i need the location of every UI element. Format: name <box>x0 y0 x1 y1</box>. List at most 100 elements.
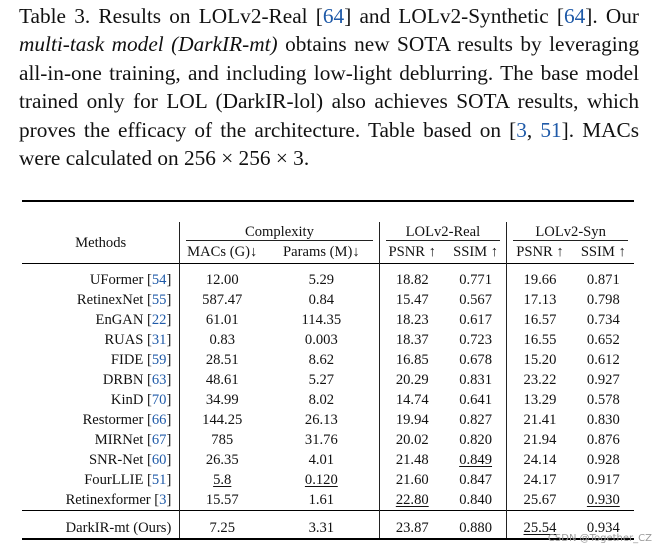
citation-link[interactable]: 63 <box>151 372 167 388</box>
psnr-syn-cell: 13.29 <box>506 390 573 410</box>
psnr-syn-cell: 15.20 <box>506 350 573 370</box>
params-cell: 114.35 <box>301 312 342 328</box>
caption-emphasis: multi-task model (DarkIR-mt) <box>19 32 278 57</box>
caption-text: obtains new SOTA results by leveraging a… <box>19 32 639 142</box>
ssim-syn-cell: 0.798 <box>586 292 620 308</box>
method-name: RUAS [31] <box>22 330 180 350</box>
ssim-syn-cell: 0.612 <box>586 352 620 368</box>
psnr-real-cell: 22.80 <box>378 490 445 511</box>
citation-link[interactable]: 70 <box>151 392 167 408</box>
citation-link[interactable]: 3 <box>159 492 167 508</box>
method-name: UFormer [54] <box>22 270 180 290</box>
method-label: SNR-Net [ <box>89 452 152 468</box>
params-cell: 8.02 <box>308 392 335 408</box>
table-row: RetinexNet [55] 587.47 0.84 15.47 0.567 17.13… <box>22 290 634 310</box>
citation-link[interactable]: 54 <box>151 272 167 288</box>
psnr-real-cell: 16.85 <box>378 350 445 370</box>
ssim-real-cell: 0.723 <box>459 332 493 348</box>
citation-link[interactable]: 64 <box>563 4 586 28</box>
psnr-real-cell: 18.82 <box>378 270 445 290</box>
psnr-syn-cell: 16.55 <box>506 330 573 350</box>
method-label: ] <box>166 392 172 408</box>
params-cell: 31.76 <box>304 432 338 448</box>
citation-link[interactable]: 60 <box>151 452 167 468</box>
ssim-real-cell: 0.820 <box>459 432 493 448</box>
psnr-real-cell: 21.60 <box>378 470 445 490</box>
citation-link[interactable]: 51 <box>151 472 167 488</box>
psnr-real-cell: 20.02 <box>378 430 445 450</box>
ssim-syn-header: SSIM ↑ <box>580 244 626 260</box>
method-label: Restormer [ <box>82 412 152 428</box>
params-cell: 5.27 <box>308 372 335 388</box>
ssim-real-cell: 0.641 <box>459 392 493 408</box>
macs-cell: 48.61 <box>179 370 265 390</box>
psnr-syn-cell: 16.57 <box>506 310 573 330</box>
psnr-real-cell: 21.48 <box>378 450 445 470</box>
caption-text: Table 3. Results on LOLv2-Real [ <box>19 4 323 28</box>
params-cell: 1.61 <box>308 492 335 508</box>
method-label: ] <box>166 292 172 308</box>
method-label: MIRNet [ <box>94 432 152 448</box>
ssim-real-cell: 0.847 <box>459 472 493 488</box>
method-name: FIDE [59] <box>22 350 180 370</box>
params-cell: 0.003 <box>304 332 338 348</box>
ssim-syn-cell: 0.578 <box>586 392 620 408</box>
citation-link[interactable]: 64 <box>322 4 345 28</box>
macs-cell: 7.25 <box>179 517 265 539</box>
params-header: Params (M)↓ <box>283 244 360 260</box>
macs-cell: 26.35 <box>179 450 265 470</box>
table-row: FourLLIE [51] 5.8 0.120 21.60 0.847 24.17 0.91… <box>22 470 634 490</box>
params-cell: 4.01 <box>308 452 335 468</box>
table-row: KinD [70] 34.99 8.02 14.74 0.641 13.29 0.578 <box>22 390 634 410</box>
ssim-real-cell: 0.840 <box>459 492 493 508</box>
method-name: KinD [70] <box>22 390 180 410</box>
citation-link[interactable]: 31 <box>151 332 167 348</box>
table-row: Restormer [66] 144.25 26.13 19.94 0.827 21.41… <box>22 410 634 430</box>
citation-link[interactable]: 55 <box>151 292 167 308</box>
table-row-ours: DarkIR-mt (Ours) 7.25 3.31 23.87 0.880 2… <box>22 517 634 539</box>
citation-link[interactable]: 59 <box>151 352 167 368</box>
psnr-real-header: PSNR ↑ <box>378 242 445 264</box>
ssim-real-cell: 0.849 <box>459 452 493 468</box>
macs-cell: 34.99 <box>179 390 265 410</box>
watermark: CSDN @Together_CZ <box>547 533 652 544</box>
macs-cell: 28.51 <box>179 350 265 370</box>
params-cell: 26.13 <box>304 412 338 428</box>
method-label: ] <box>166 432 172 448</box>
citation-link[interactable]: 51 <box>540 117 562 142</box>
ssim-syn-cell: 0.876 <box>586 432 620 448</box>
citation-link[interactable]: 66 <box>151 412 167 428</box>
citation-link[interactable]: 22 <box>151 312 167 328</box>
ssim-syn-cell: 0.871 <box>586 272 620 288</box>
method-label: FIDE [ <box>110 352 152 368</box>
method-label: ] <box>166 412 172 428</box>
params-cell: 8.62 <box>308 352 335 368</box>
ssim-real-cell: 0.827 <box>459 412 493 428</box>
methods-header: Methods <box>75 234 127 251</box>
group-label: LOLv2-Syn <box>535 224 606 240</box>
table-caption: Table 3. Results on LOLv2-Real [64] and … <box>19 2 639 172</box>
psnr-syn-cell: 25.67 <box>506 490 573 511</box>
psnr-syn-cell: 23.22 <box>506 370 573 390</box>
psnr-syn-cell: 21.41 <box>506 410 573 430</box>
method-label: ] <box>166 452 172 468</box>
macs-cell: 5.8 <box>179 470 265 490</box>
psnr-syn-cell: 19.66 <box>506 270 573 290</box>
method-label: ] <box>166 472 172 488</box>
table-row: UFormer [54] 12.00 5.29 18.82 0.771 19.66 0.87… <box>22 270 634 290</box>
method-name: DRBN [63] <box>22 370 180 390</box>
caption-text: ]. Our <box>585 4 639 28</box>
psnr-syn-cell: 17.13 <box>506 290 573 310</box>
params-cell: 0.84 <box>308 292 335 308</box>
method-label: DRBN [ <box>102 372 152 388</box>
results-table: Methods Complexity LOLv2-Real LOLv2-Syn … <box>22 200 634 541</box>
method-name: MIRNet [67] <box>22 430 180 450</box>
macs-cell: 12.00 <box>179 270 265 290</box>
method-label: ] <box>166 352 172 368</box>
method-name: DarkIR-mt (Ours) <box>65 519 172 536</box>
citation-link[interactable]: 3 <box>516 117 527 142</box>
method-name: Restormer [66] <box>22 410 180 430</box>
citation-link[interactable]: 67 <box>151 432 167 448</box>
caption-text: , <box>526 117 541 142</box>
method-name: Retinexformer [3] <box>22 490 180 511</box>
